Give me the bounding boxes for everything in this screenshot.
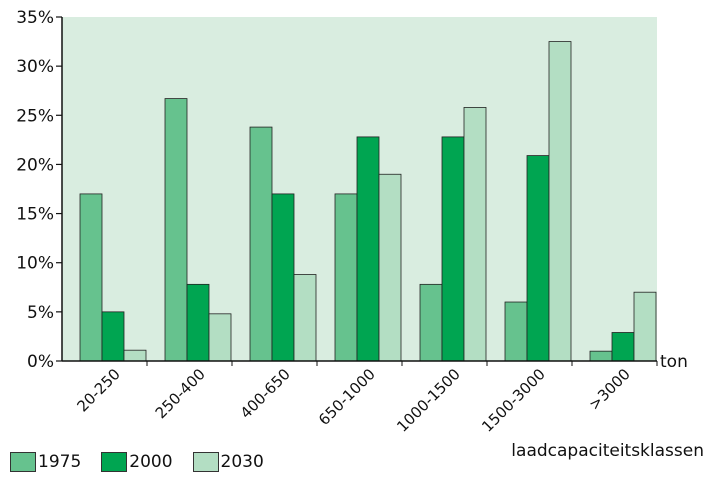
bar-1975-1500-3000	[504, 301, 528, 362]
legend-swatch-1975	[10, 452, 36, 472]
bar-1975-20-250	[79, 193, 103, 362]
bar-1975-1000-1500	[419, 283, 443, 362]
bar-2030-400-650	[293, 274, 317, 362]
x-tick-label: 1500-3000	[478, 365, 549, 436]
y-tick-label: 5%	[27, 303, 54, 323]
bar-1975-250-400	[164, 98, 188, 362]
legend-item-2030: 2030	[192, 452, 264, 472]
legend-label-2030: 2030	[220, 452, 264, 472]
bar-2000-400-650	[271, 193, 295, 362]
bar-1975-400-650	[249, 126, 273, 362]
y-tick-label: 25%	[16, 106, 54, 126]
x-axis-label: laadcapaciteitsklassen	[511, 441, 704, 461]
legend-item-1975: 1975	[10, 452, 81, 472]
legend-label-1975: 1975	[38, 452, 82, 472]
bar-2000-250-400	[186, 283, 210, 362]
y-tick-label: 20%	[16, 155, 54, 175]
legend: 1975 2000 2030	[10, 452, 284, 472]
bar-2030-20-250	[123, 349, 147, 362]
bar-2030-650-1000	[378, 173, 402, 362]
x-tick-label: 400-650	[237, 365, 294, 422]
bar-1975->3000	[589, 350, 613, 362]
x-axis: 20-250 250-400 400-650 650-1000 1000-1500 150…	[62, 360, 658, 436]
bar-2030-1000-1500	[463, 107, 487, 362]
y-tick-label: 15%	[16, 205, 54, 225]
x-tick-label: 250-400	[152, 365, 209, 422]
bar-1975-650-1000	[334, 193, 358, 362]
y-tick-label: 0%	[27, 352, 54, 372]
bars-group	[79, 41, 657, 362]
legend-swatch-2030	[192, 452, 219, 472]
bar-2000-650-1000	[356, 136, 380, 362]
legend-swatch-2000	[101, 452, 128, 472]
bar-2000->3000	[611, 332, 635, 362]
x-tick-label: 650-1000	[315, 365, 379, 429]
bar-2030-1500-3000	[548, 41, 572, 362]
y-tick-label: 35%	[16, 8, 54, 28]
y-tick-label: 30%	[16, 57, 54, 77]
bar-2030-250-400	[208, 313, 232, 362]
x-tick-label: 1000-1500	[393, 365, 464, 436]
bar-2000-1500-3000	[526, 155, 550, 362]
legend-item-2000: 2000	[101, 452, 173, 472]
bar-2030->3000	[633, 291, 657, 362]
x-tick-label: 20-250	[74, 365, 124, 415]
legend-label-2000: 2000	[129, 452, 173, 472]
bar-2000-1000-1500	[441, 136, 465, 362]
y-unit-label: ton	[660, 352, 688, 372]
y-tick-label: 10%	[16, 254, 54, 274]
y-axis: 0% 5% 10% 15% 20% 25% 30% 35%	[16, 8, 63, 372]
x-tick-label: >3000	[585, 365, 634, 414]
bar-2000-20-250	[101, 311, 125, 362]
